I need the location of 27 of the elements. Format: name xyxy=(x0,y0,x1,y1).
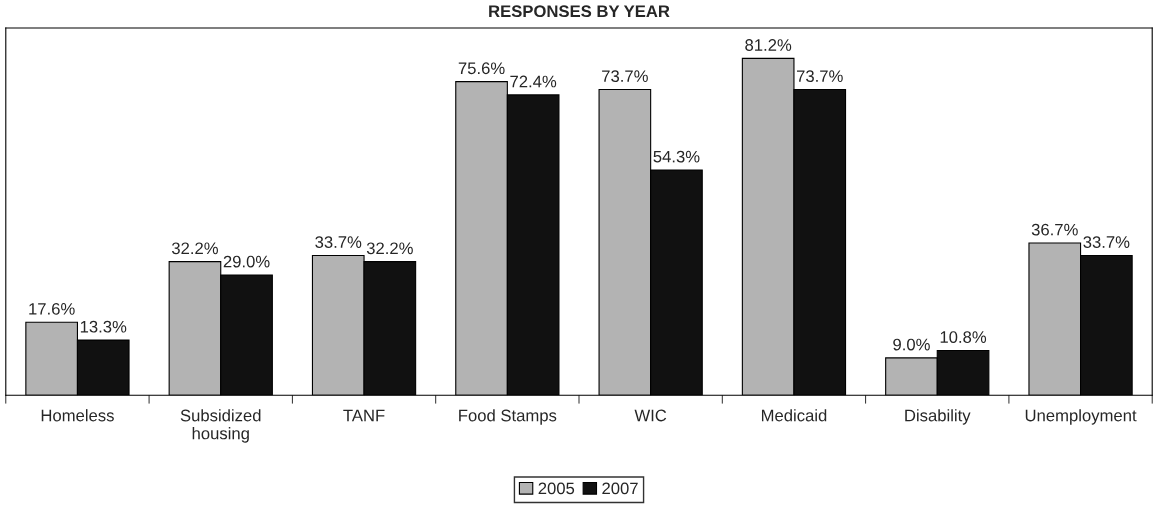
x-tick-label: Subsidized housing xyxy=(180,409,261,443)
data-label: 32.2% xyxy=(171,242,218,255)
data-label: 75.6% xyxy=(458,62,505,75)
x-tick-label: Medicaid xyxy=(761,409,827,422)
data-label: 29.0% xyxy=(223,255,270,268)
data-label: 81.2% xyxy=(745,39,792,51)
chart-title: RESPONSES BY YEAR xyxy=(489,5,670,18)
x-tick-label: Homeless xyxy=(41,409,114,422)
x-tick-label: Food Stamps xyxy=(459,409,557,425)
data-label: 72.4% xyxy=(510,75,557,88)
data-label: 32.2% xyxy=(366,242,413,255)
legend-label: 2005 xyxy=(538,482,575,495)
data-label: 13.3% xyxy=(80,320,127,333)
data-label: 33.7% xyxy=(315,236,362,248)
x-tick-label: WIC xyxy=(634,409,667,422)
x-tick-label: TANF xyxy=(343,409,385,422)
x-tick-label: Unemployment xyxy=(1025,409,1137,425)
x-tick-label: Disability xyxy=(905,409,971,425)
data-label: 10.8% xyxy=(940,331,987,343)
data-label: 54.3% xyxy=(653,150,700,163)
data-label: 73.7% xyxy=(602,70,648,83)
data-label: 73.7% xyxy=(796,70,843,83)
data-label: 9.0% xyxy=(893,338,930,351)
legend-label: 2007 xyxy=(602,482,638,495)
data-label: 33.7% xyxy=(1083,236,1130,248)
data-label: 36.7% xyxy=(1031,223,1078,236)
data-label: 17.6% xyxy=(29,302,75,315)
